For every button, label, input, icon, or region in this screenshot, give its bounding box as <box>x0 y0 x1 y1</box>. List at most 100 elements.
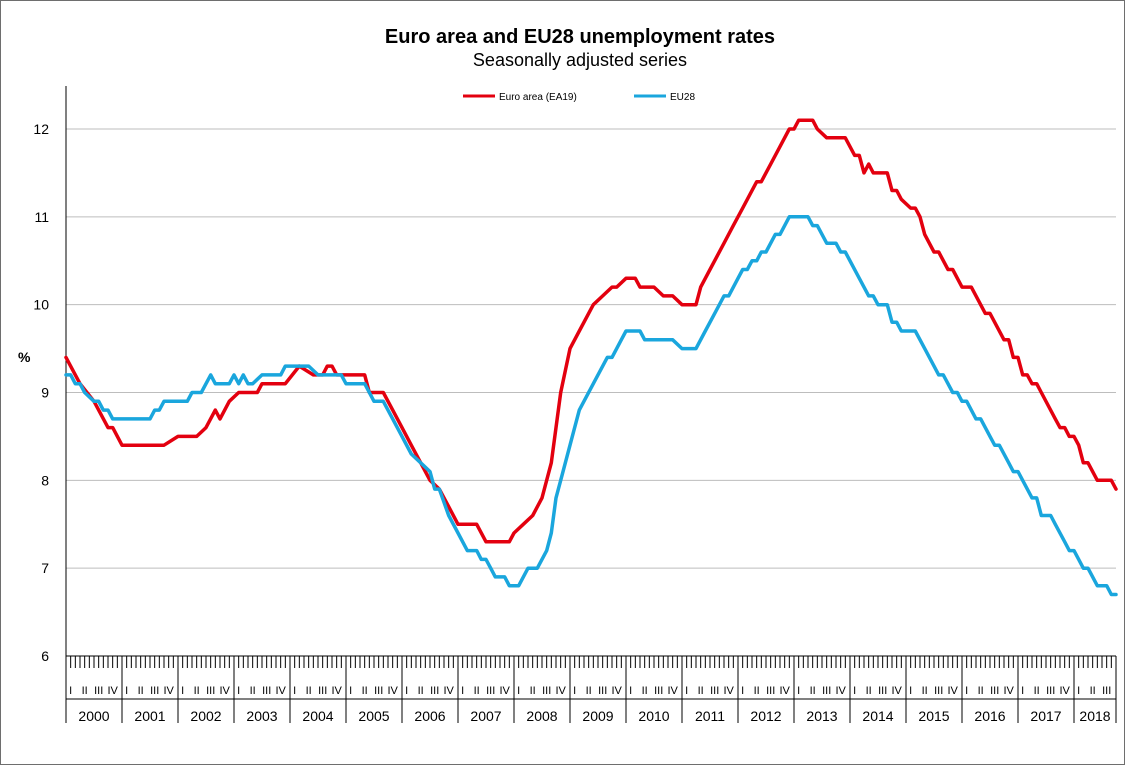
quarter-label: II <box>1034 685 1040 697</box>
quarter-label: IV <box>499 685 510 697</box>
quarter-label: I <box>965 685 968 697</box>
quarter-label: I <box>181 685 184 697</box>
y-tick-label: 7 <box>41 560 49 576</box>
year-label: 2012 <box>750 708 781 724</box>
year-label: 2018 <box>1079 708 1110 724</box>
quarter-label: I <box>1077 685 1080 697</box>
quarter-label: I <box>797 685 800 697</box>
quarter-label: III <box>878 685 887 697</box>
quarter-label: II <box>250 685 256 697</box>
quarter-label: III <box>766 685 775 697</box>
quarter-label: I <box>853 685 856 697</box>
quarter-label: I <box>405 685 408 697</box>
quarter-label: III <box>206 685 215 697</box>
quarter-label: IV <box>331 685 342 697</box>
quarter-label: II <box>474 685 480 697</box>
series-line-eu28 <box>64 215 1118 597</box>
quarter-label: IV <box>611 685 622 697</box>
year-label: 2013 <box>806 708 837 724</box>
quarter-label: III <box>1046 685 1055 697</box>
quarter-label: II <box>82 685 88 697</box>
legend-label-ea19: Euro area (EA19) <box>499 92 577 103</box>
quarter-label: III <box>430 685 439 697</box>
quarter-label: IV <box>779 685 790 697</box>
quarter-label: II <box>586 685 592 697</box>
quarter-label: I <box>741 685 744 697</box>
quarter-label: II <box>866 685 872 697</box>
year-label: 2003 <box>246 708 277 724</box>
year-label: 2007 <box>470 708 501 724</box>
legend: Euro area (EA19) EU28 <box>463 92 695 103</box>
year-label: 2016 <box>974 708 1005 724</box>
y-tick-label: 12 <box>33 121 49 137</box>
quarter-label: II <box>922 685 928 697</box>
quarter-label: III <box>598 685 607 697</box>
quarter-label: II <box>306 685 312 697</box>
quarter-label: I <box>293 685 296 697</box>
quarter-label: II <box>754 685 760 697</box>
quarter-label: I <box>517 685 520 697</box>
quarter-label: III <box>934 685 943 697</box>
year-label: 2011 <box>695 708 725 724</box>
quarter-label: IV <box>1003 685 1014 697</box>
quarter-label: IV <box>1059 685 1070 697</box>
y-axis-label: % <box>18 349 31 365</box>
year-label: 2001 <box>134 708 165 724</box>
year-label: 2015 <box>918 708 949 724</box>
series-line-ea19 <box>64 118 1118 544</box>
y-tick-label: 9 <box>41 385 49 401</box>
y-tick-label: 6 <box>41 648 49 664</box>
quarter-label: IV <box>835 685 846 697</box>
quarter-label: II <box>810 685 816 697</box>
quarter-label: II <box>138 685 144 697</box>
quarter-label: III <box>542 685 551 697</box>
quarter-label: I <box>685 685 688 697</box>
quarter-label: IV <box>275 685 286 697</box>
quarter-label: II <box>642 685 648 697</box>
quarter-label: II <box>1090 685 1096 697</box>
quarter-label: IV <box>667 685 678 697</box>
chart-title: Euro area and EU28 unemployment rates <box>384 26 776 48</box>
quarter-label: III <box>94 685 103 697</box>
quarter-label: III <box>710 685 719 697</box>
quarter-label: I <box>237 685 240 697</box>
quarter-label: IV <box>555 685 566 697</box>
quarter-label: III <box>150 685 159 697</box>
quarter-label: II <box>362 685 368 697</box>
y-tick-label: 10 <box>33 297 49 313</box>
year-label: 2010 <box>638 708 669 724</box>
year-label: 2000 <box>78 708 109 724</box>
chart-subtitle: Seasonally adjusted series <box>472 50 688 70</box>
quarter-label: II <box>418 685 424 697</box>
quarter-label: II <box>194 685 200 697</box>
quarter-label: III <box>654 685 663 697</box>
quarter-label: I <box>909 685 912 697</box>
quarter-label: I <box>573 685 576 697</box>
quarter-label: IV <box>219 685 230 697</box>
quarter-label: I <box>349 685 352 697</box>
year-label: 2014 <box>862 708 893 724</box>
year-label: 2006 <box>414 708 445 724</box>
quarter-label: III <box>1102 685 1111 697</box>
quarter-label: II <box>698 685 704 697</box>
quarter-label: III <box>822 685 831 697</box>
year-label: 2017 <box>1030 708 1061 724</box>
quarter-label: III <box>262 685 271 697</box>
year-label: 2009 <box>582 708 613 724</box>
quarter-label: IV <box>723 685 734 697</box>
quarter-label: IV <box>443 685 454 697</box>
year-label: 2002 <box>190 708 221 724</box>
year-label: 2005 <box>358 708 389 724</box>
quarter-label: III <box>990 685 999 697</box>
quarter-label: IV <box>947 685 958 697</box>
quarter-label: I <box>1021 685 1024 697</box>
quarter-label: III <box>374 685 383 697</box>
quarter-label: II <box>530 685 536 697</box>
y-tick-label: 8 <box>41 472 49 488</box>
quarter-label: IV <box>107 685 118 697</box>
quarter-label: IV <box>163 685 174 697</box>
quarter-label: III <box>486 685 495 697</box>
y-tick-label: 11 <box>34 209 49 225</box>
quarter-label: I <box>69 685 72 697</box>
